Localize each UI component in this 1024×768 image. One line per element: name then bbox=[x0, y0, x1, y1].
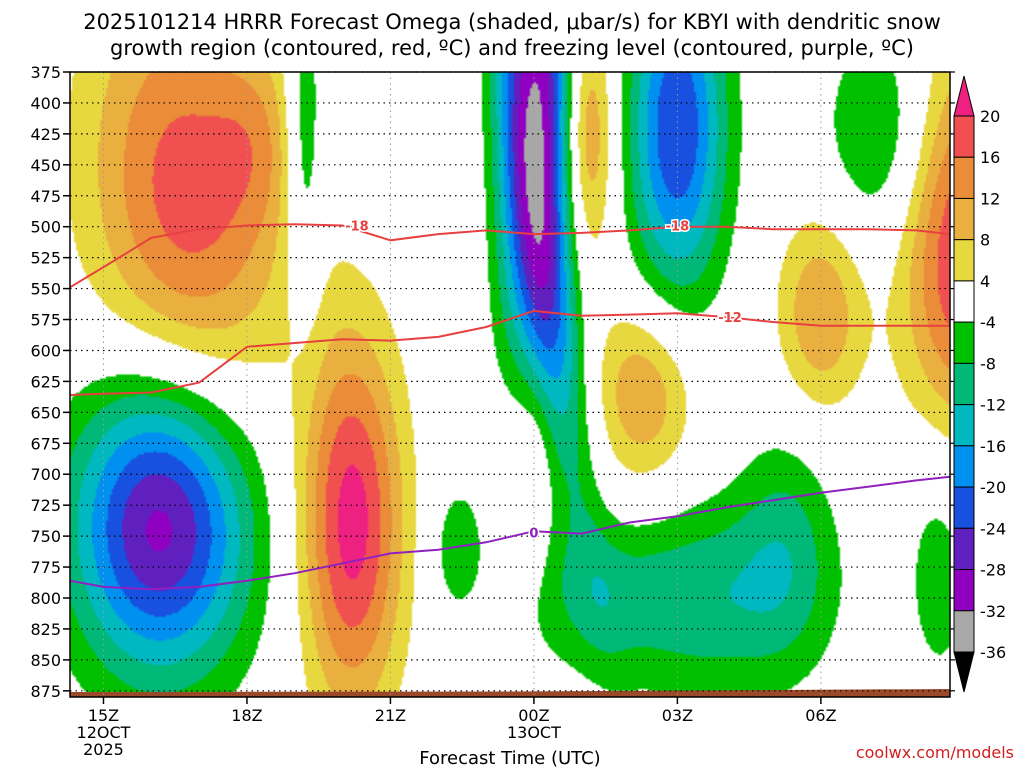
x-tick-label: 15Z bbox=[88, 706, 119, 725]
colorbar-top-arrow bbox=[953, 75, 975, 117]
y-tick-label: 425 bbox=[30, 125, 61, 144]
y-tick-label: 575 bbox=[30, 311, 61, 330]
colorbar-label: -28 bbox=[980, 561, 1006, 580]
plot-area: -18 -18 -12 0 bbox=[69, 71, 951, 698]
y-tick-label: 650 bbox=[30, 403, 61, 422]
y-axis: 375 400 425 450 475 500 525 550 575 600 625 650 675 7… bbox=[30, 63, 955, 701]
chart-title-line2: growth region (contoured, red, ºC) and f… bbox=[110, 36, 914, 60]
y-tick-label: 875 bbox=[30, 682, 61, 701]
y-tick-label: 400 bbox=[30, 94, 61, 113]
y-tick-label: 625 bbox=[30, 372, 61, 391]
colorbar-label: -24 bbox=[980, 519, 1006, 538]
contour-label: -12 bbox=[718, 311, 742, 326]
colorbar-label: -8 bbox=[980, 354, 996, 373]
colorbar-label: -36 bbox=[980, 643, 1006, 662]
y-tick-label: 475 bbox=[30, 187, 61, 206]
omega-shading bbox=[70, 72, 950, 697]
colorbar-segment bbox=[953, 527, 975, 571]
colorbar-label: 4 bbox=[980, 272, 990, 291]
x-axis-label: Forecast Time (UTC) bbox=[419, 748, 600, 768]
colorbar-label: 12 bbox=[980, 189, 1000, 208]
x-tick-label: 12OCT bbox=[77, 723, 131, 742]
colorbar-label: -12 bbox=[980, 396, 1006, 415]
plot-frame bbox=[69, 71, 951, 698]
y-tick-label: 700 bbox=[30, 465, 61, 484]
contour-line bbox=[69, 475, 951, 591]
x-tick-label: 00Z bbox=[518, 706, 549, 725]
x-tick-label: 03Z bbox=[662, 706, 693, 725]
x-tick-label: 21Z bbox=[375, 706, 406, 725]
colorbar-segment bbox=[953, 610, 975, 653]
colorbar-segment bbox=[953, 197, 975, 241]
contour-label: -18 bbox=[666, 219, 690, 234]
colorbar-segment bbox=[953, 486, 975, 529]
colorbar-segment bbox=[953, 569, 975, 612]
contour-line bbox=[69, 223, 951, 289]
y-tick-label: 450 bbox=[30, 156, 61, 175]
contour-label: -18 bbox=[345, 219, 369, 234]
y-tick-label: 800 bbox=[30, 589, 61, 608]
y-tick-label: 550 bbox=[30, 280, 61, 299]
colorbar-segment bbox=[953, 321, 975, 364]
contour-line bbox=[69, 309, 950, 396]
y-tick-label: 375 bbox=[30, 63, 61, 82]
colorbar-segment bbox=[953, 280, 975, 323]
colorbar-segment bbox=[953, 115, 975, 158]
x-tick-label: 13OCT bbox=[507, 723, 561, 742]
y-tick-label: 675 bbox=[30, 434, 61, 453]
colorbar-bottom-arrow bbox=[953, 651, 975, 693]
y-tick-label: 775 bbox=[30, 558, 61, 577]
colorbar-label: 20 bbox=[980, 107, 1000, 126]
colorbar-label: -16 bbox=[980, 437, 1006, 456]
colorbar-segment bbox=[953, 404, 975, 447]
x-tick-label: 06Z bbox=[805, 706, 836, 725]
colorbar: 20 16 12 8 4 -4 -8 -12 -16 -20 -24 -28 -32 -36 bbox=[953, 75, 1006, 693]
chart-title-line1: 2025101214 HRRR Forecast Omega (shaded, … bbox=[83, 10, 941, 34]
colorbar-label: 8 bbox=[980, 231, 990, 250]
colorbar-segment bbox=[953, 445, 975, 488]
colorbar-label: -4 bbox=[980, 313, 996, 332]
contour-label: 0 bbox=[529, 526, 538, 541]
credit-link[interactable]: coolwx.com/models bbox=[856, 743, 1014, 762]
colorbar-label: -32 bbox=[980, 602, 1006, 621]
y-tick-label: 725 bbox=[30, 496, 61, 515]
colorbar-label: 16 bbox=[980, 148, 1000, 167]
y-tick-label: 750 bbox=[30, 527, 61, 546]
colorbar-label: -20 bbox=[980, 478, 1006, 497]
colorbar-segment bbox=[953, 362, 975, 406]
x-tick-label: 18Z bbox=[231, 706, 262, 725]
y-tick-label: 850 bbox=[30, 651, 61, 670]
y-tick-label: 600 bbox=[30, 341, 61, 360]
colorbar-segment bbox=[953, 156, 975, 199]
colorbar-segment bbox=[953, 239, 975, 282]
x-tick-label: 2025 bbox=[83, 740, 124, 759]
y-tick-label: 500 bbox=[30, 218, 61, 237]
y-tick-label: 825 bbox=[30, 620, 61, 639]
y-tick-label: 525 bbox=[30, 249, 61, 268]
